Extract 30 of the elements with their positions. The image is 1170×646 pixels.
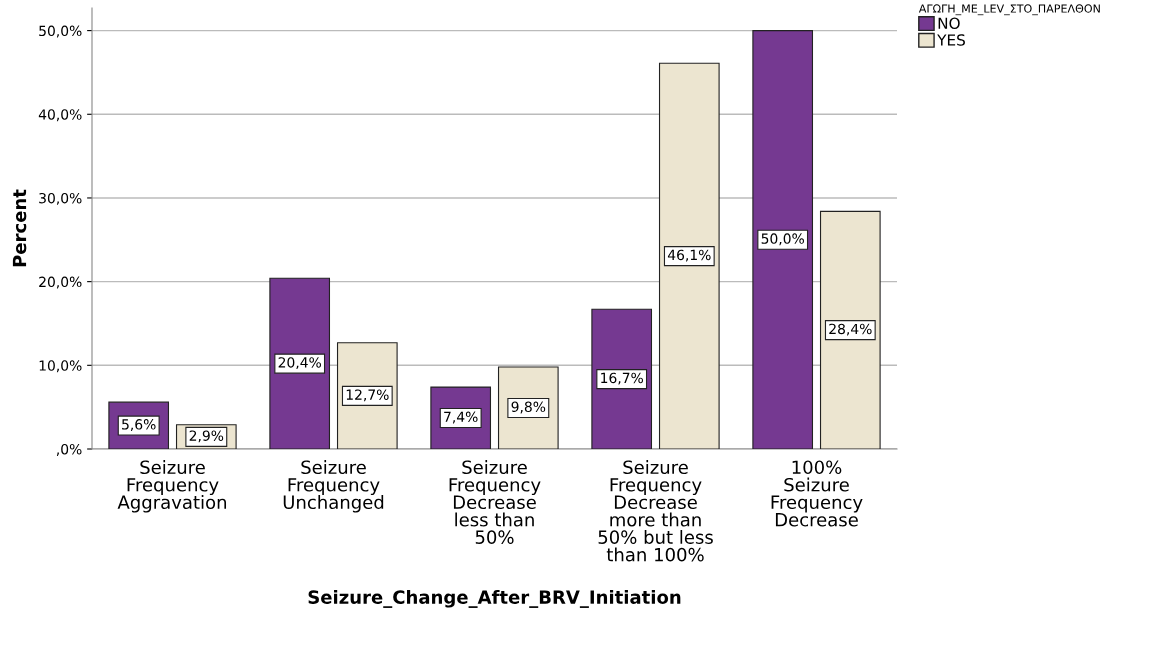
x-axis-title: Seizure_Change_After_BRV_Initiation — [308, 589, 681, 608]
x-tick-label: Seizure Frequency Unchanged — [283, 460, 384, 513]
y-tick-label: 10,0% — [39, 360, 82, 373]
data-label: 9,8% — [511, 401, 546, 414]
y-axis-title: Percent — [12, 189, 27, 267]
legend-title: ΑΓΩΓΗ_ΜΕ_LEV_ΣΤΟ_ΠΑΡΕΛΘΟΝ — [918, 4, 1100, 16]
legend-label: YES — [937, 34, 965, 46]
data-label: 16,7% — [601, 372, 643, 385]
x-tick-label: Seizure Frequency Aggravation — [117, 460, 227, 513]
data-label: 28,4% — [829, 323, 872, 336]
data-label: 2,9% — [189, 430, 224, 443]
data-label: 7,4% — [444, 411, 478, 424]
y-tick-label: 30,0% — [39, 192, 82, 205]
x-tick-label: Seizure Frequency Decrease less than 50% — [449, 460, 541, 544]
y-tick-label: 20,0% — [39, 276, 82, 289]
y-tick-label: ,0% — [56, 443, 82, 456]
bar — [819, 210, 881, 449]
bar — [752, 30, 814, 449]
data-label: 50,0% — [761, 233, 804, 246]
x-tick-label: Seizure Frequency Decrease more than 50% but less than 100% — [598, 460, 713, 562]
y-tick-label: 50,0% — [39, 25, 82, 38]
bar — [658, 62, 720, 449]
bar — [269, 277, 331, 449]
x-tick-label: 100% Seizure Frequency Decrease — [771, 460, 863, 527]
data-label: 20,4% — [278, 357, 321, 370]
y-tick-label: 40,0% — [38, 109, 82, 122]
data-label: 12,7% — [346, 389, 389, 402]
legend-label: NO — [938, 17, 960, 29]
data-label: 5,6% — [122, 419, 156, 432]
data-label: 46,1% — [667, 249, 711, 262]
